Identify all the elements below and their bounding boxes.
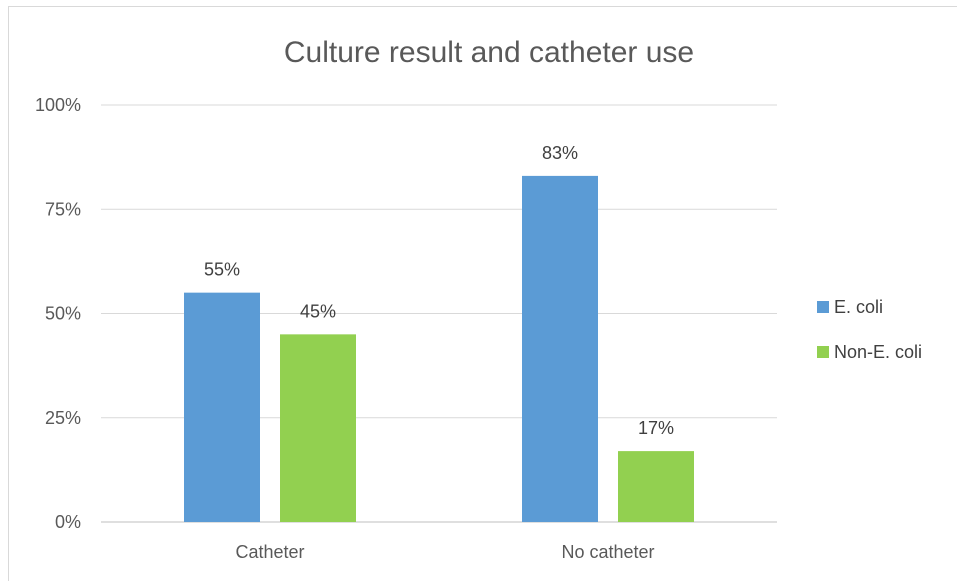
y-tick-label: 75% — [45, 199, 81, 219]
y-tick-label: 100% — [35, 95, 81, 115]
data-label: 17% — [638, 418, 674, 438]
legend-label: E. coli — [834, 297, 883, 317]
chart-frame: Culture result and catheter use 0% 25% 50%… — [8, 6, 957, 581]
bar — [522, 175, 598, 522]
x-category-label: Catheter — [235, 542, 304, 562]
legend-swatch — [817, 346, 829, 358]
bar — [184, 292, 260, 522]
y-tick-label: 50% — [45, 304, 81, 324]
bar — [618, 451, 694, 522]
legend-label: Non-E. coli — [834, 342, 922, 362]
data-label: 83% — [542, 143, 578, 163]
x-axis-categories: Catheter No catheter — [235, 542, 654, 562]
legend-swatch — [817, 301, 829, 313]
legend: E. coli Non-E. coli — [817, 297, 922, 362]
y-tick-label: 0% — [55, 512, 81, 532]
data-label: 55% — [204, 260, 240, 280]
data-labels: 55% 45% 83% 17% — [204, 143, 674, 438]
chart-title: Culture result and catheter use — [284, 36, 694, 69]
data-label: 45% — [300, 301, 336, 321]
y-axis-ticks: 0% 25% 50% 75% 100% — [35, 95, 81, 532]
y-tick-label: 25% — [45, 408, 81, 428]
x-category-label: No catheter — [561, 542, 654, 562]
chart: Culture result and catheter use 0% 25% 50%… — [35, 36, 922, 562]
bars — [184, 175, 694, 522]
bar — [280, 334, 356, 522]
